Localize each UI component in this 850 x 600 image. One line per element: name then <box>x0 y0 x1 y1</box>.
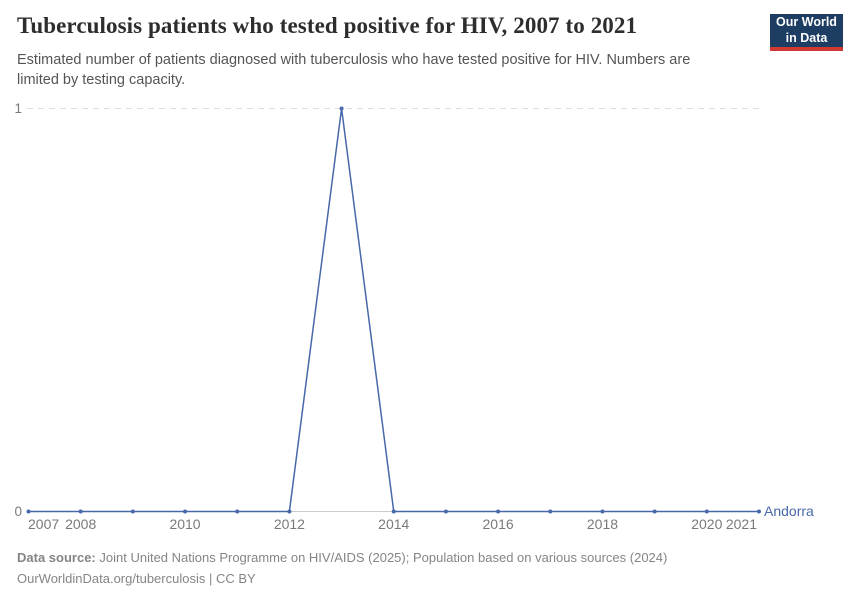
entity-label[interactable]: Andorra <box>764 503 814 519</box>
y-tick-label: 1 <box>14 101 22 116</box>
data-point-2016 <box>496 509 501 514</box>
data-point-2019 <box>652 509 657 514</box>
data-point-2011 <box>235 509 240 514</box>
x-tick-label: 2007 <box>28 516 59 532</box>
x-tick-label: 2016 <box>483 516 514 532</box>
data-point-2010 <box>183 509 188 514</box>
andorra-line <box>28 108 759 513</box>
data-point-2009 <box>130 509 135 514</box>
x-tick-label: 2018 <box>587 516 618 532</box>
data-point-2021 <box>757 509 761 514</box>
owid-logo-line1: Our World <box>776 14 837 29</box>
data-point-2020 <box>704 509 709 514</box>
data-point-2007 <box>26 509 31 514</box>
data-source-line: Data source: Joint United Nations Progra… <box>17 547 667 568</box>
data-point-2014 <box>391 509 396 514</box>
x-tick-label: 2008 <box>65 516 96 532</box>
data-point-2015 <box>443 509 448 514</box>
data-point-2018 <box>600 509 605 514</box>
data-point-2013 <box>339 106 344 111</box>
data-source-label: Data source: <box>17 550 96 565</box>
license-line[interactable]: OurWorldinData.org/tuberculosis | CC BY <box>17 571 256 587</box>
x-tick-label: 2014 <box>378 516 409 532</box>
chart-subtitle: Estimated number of patients diagnosed w… <box>17 52 691 88</box>
y-tick-label: 0 <box>14 504 22 519</box>
data-source-text: Joint United Nations Programme on HIV/AI… <box>99 550 668 565</box>
owid-logo: Our World in Data <box>770 14 843 51</box>
chart-footer: Data source: Joint United Nations Progra… <box>17 547 667 590</box>
owid-logo-line2: in Data <box>785 30 828 45</box>
x-tick-label: 2010 <box>169 516 200 532</box>
x-tick-label: 2012 <box>274 516 305 532</box>
x-tick-label: 2021 <box>726 516 757 532</box>
data-point-2012 <box>287 509 292 514</box>
chart-title: Tuberculosis patients who tested positiv… <box>17 13 638 38</box>
data-point-2017 <box>548 509 553 514</box>
x-tick-label: 2020 <box>691 516 722 532</box>
data-point-2008 <box>78 509 83 514</box>
